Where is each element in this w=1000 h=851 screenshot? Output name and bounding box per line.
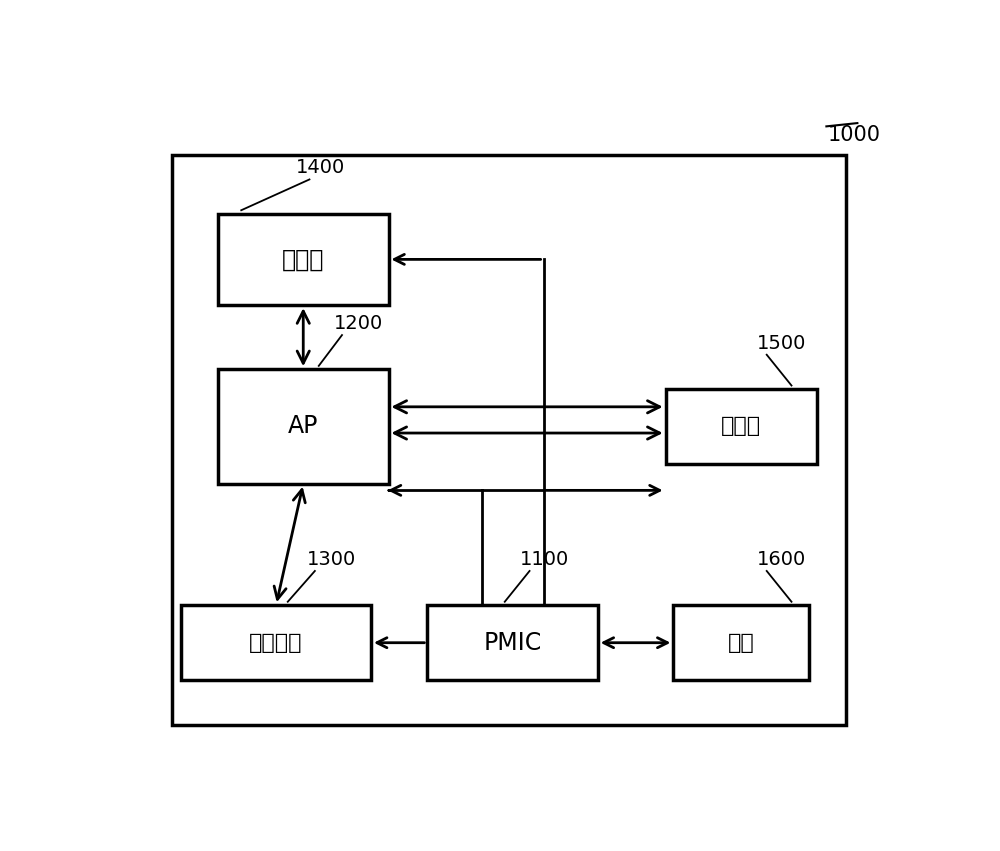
Text: 存储器: 存储器 xyxy=(721,416,761,437)
Text: 输入装置: 输入装置 xyxy=(249,632,303,653)
Bar xyxy=(172,155,846,725)
Text: 1600: 1600 xyxy=(757,550,806,569)
Text: 1100: 1100 xyxy=(520,550,570,569)
Bar xyxy=(427,605,598,681)
Text: PMIC: PMIC xyxy=(483,631,542,654)
Text: 1000: 1000 xyxy=(828,125,881,145)
Bar xyxy=(181,605,371,681)
Text: 1400: 1400 xyxy=(296,158,345,178)
Text: 电池: 电池 xyxy=(728,632,755,653)
Text: 1300: 1300 xyxy=(307,550,356,569)
Text: 1500: 1500 xyxy=(757,334,806,353)
Bar xyxy=(218,214,388,306)
Bar xyxy=(666,389,817,464)
Text: 显示器: 显示器 xyxy=(282,248,324,271)
Text: 1200: 1200 xyxy=(334,314,384,333)
Text: AP: AP xyxy=(288,414,318,438)
Bar xyxy=(218,369,388,484)
Bar xyxy=(673,605,809,681)
